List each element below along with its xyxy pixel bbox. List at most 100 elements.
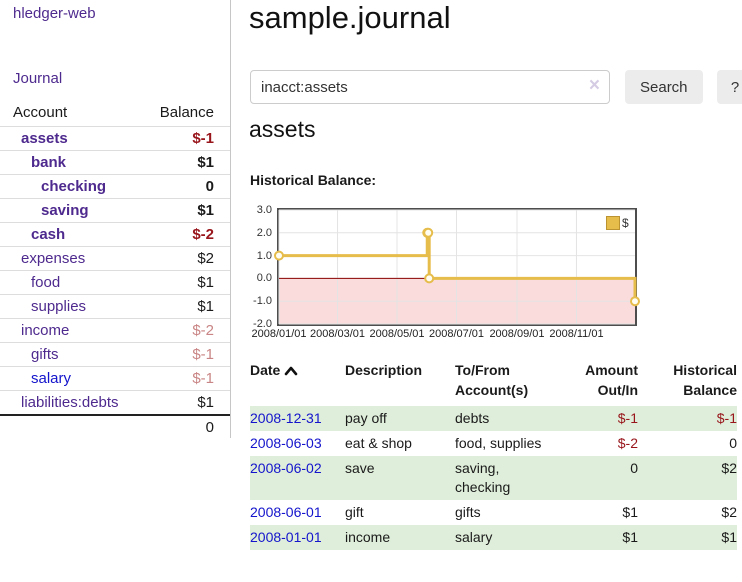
account-row: gifts $-1	[0, 342, 230, 367]
account-row: supplies $1	[0, 294, 230, 319]
chart-legend: $	[606, 216, 629, 230]
transaction-date-cell: 2008-01-01	[250, 525, 345, 550]
register-header-accounts: To/From Account(s)	[455, 362, 529, 398]
sort-ascending-icon	[284, 361, 298, 381]
account-balance: $1	[144, 270, 230, 295]
y-axis-tick-label: 1.0	[256, 249, 272, 262]
account-link[interactable]: liabilities:debts	[21, 394, 119, 411]
account-balance: $1	[144, 150, 230, 175]
account-row: income $-2	[0, 318, 230, 343]
transaction-accounts: salary	[455, 525, 550, 550]
transaction-accounts: saving, checking	[455, 456, 550, 500]
account-row: liabilities:debts $1	[0, 390, 230, 415]
sidebar: hledger-web Journal Account Balance asse…	[0, 0, 231, 439]
account-link[interactable]: food	[31, 274, 61, 291]
register-body: 2008-12-31 pay off debts $-1 $-1 2008-06-03 ea…	[250, 406, 737, 550]
transaction-date-link[interactable]: 2008-06-01	[250, 504, 322, 520]
transaction-date-link[interactable]: 2008-01-01	[250, 529, 322, 545]
transaction-accounts: debts	[455, 406, 550, 431]
account-name-cell: cash	[0, 222, 145, 247]
data-point-marker	[423, 227, 434, 238]
transaction-accounts: food, supplies	[455, 435, 542, 451]
transaction-row: 2008-06-02 save saving, checking 0 $2	[250, 456, 737, 500]
search-form: × Search ?	[250, 70, 742, 104]
account-name-cell: bank	[0, 150, 145, 175]
transaction-date-cell: 2008-06-03	[250, 431, 345, 456]
date-column-label: Date	[250, 362, 281, 378]
transaction-amount: $-2	[617, 435, 638, 451]
transaction-date-link[interactable]: 2008-06-03	[250, 435, 322, 451]
transaction-row: 2008-06-03 eat & shop food, supplies $-2 0	[250, 431, 737, 456]
transaction-row: 2008-06-01 gift gifts $1 $2	[250, 500, 737, 525]
transaction-amount: 0	[550, 456, 638, 500]
x-axis-tick-label: 2008/05/01	[369, 328, 425, 340]
account-row: cash $-2	[0, 222, 230, 247]
account-row: saving $1	[0, 198, 230, 223]
y-axis-tick-label: -2.0	[253, 318, 272, 330]
y-axis-tick-label: 2.0	[256, 226, 272, 239]
account-balance: $-2	[144, 222, 230, 247]
clear-search-icon[interactable]: ×	[588, 75, 600, 96]
accounts-total-spacer	[0, 414, 145, 439]
account-link[interactable]: checking	[41, 178, 107, 195]
transaction-balance: $1	[638, 525, 737, 550]
register-header-date[interactable]: Date	[250, 360, 345, 406]
register-header-balance: Historical Balance	[673, 362, 737, 398]
sidebar-item-journal[interactable]: Journal	[13, 70, 63, 87]
transaction-accounts: gifts	[455, 504, 481, 520]
accounts-header-row: Account Balance	[0, 102, 230, 127]
account-name-cell: expenses	[0, 246, 145, 271]
accounts-body: assets $-1 bank $1 checking 0 saving $1 cash $-2 e…	[0, 126, 230, 415]
register-header-row: Date Description To/From Account(s) Amou…	[250, 360, 737, 406]
register-header-description: Description	[345, 362, 423, 378]
account-link[interactable]: saving	[41, 202, 89, 219]
account-row: assets $-1	[0, 126, 230, 151]
transaction-description: save	[345, 456, 455, 500]
search-input[interactable]	[250, 70, 610, 104]
transaction-balance: 0	[729, 435, 737, 451]
account-link[interactable]: supplies	[31, 298, 87, 315]
y-axis-tick-label: -1.0	[253, 295, 272, 308]
transaction-date-cell: 2008-06-02	[250, 456, 345, 500]
account-balance: $1	[144, 198, 230, 223]
app-title-link[interactable]: hledger-web	[13, 5, 96, 22]
transaction-amount: $1	[550, 525, 638, 550]
account-row: bank $1	[0, 150, 230, 175]
accounts-table: Account Balance assets $-1 bank $1 checking 0…	[0, 102, 230, 439]
accounts-total-balance: 0	[144, 414, 230, 439]
y-axis-tick-label: 3.0	[256, 204, 272, 216]
account-name-cell: assets	[0, 126, 145, 151]
transaction-description: eat & shop	[345, 435, 412, 451]
data-point-marker	[274, 250, 284, 261]
account-balance: $-1	[144, 366, 230, 391]
account-link[interactable]: income	[21, 322, 70, 339]
legend-label: $	[622, 216, 629, 230]
transaction-description: pay off	[345, 406, 455, 431]
search-button[interactable]: Search	[625, 70, 703, 104]
account-link[interactable]: cash	[31, 226, 66, 243]
account-link[interactable]: salary	[31, 370, 72, 387]
transaction-amount: $-1	[550, 406, 638, 431]
x-axis-tick-label: 2008/03/01	[309, 328, 366, 340]
account-name-cell: saving	[0, 198, 145, 223]
account-row: expenses $2	[0, 246, 230, 271]
account-link[interactable]: assets	[21, 130, 68, 147]
chart-plot-area	[274, 208, 640, 326]
account-link[interactable]: bank	[31, 154, 67, 171]
help-button[interactable]: ?	[716, 70, 742, 104]
account-name-cell: checking	[0, 174, 145, 199]
account-balance: 0	[144, 174, 230, 199]
search-box: ×	[250, 70, 610, 104]
transaction-date-link[interactable]: 2008-12-31	[250, 410, 322, 426]
account-name-cell: supplies	[0, 294, 145, 319]
account-link[interactable]: expenses	[21, 250, 86, 267]
transaction-amount: $1	[622, 504, 638, 520]
account-link[interactable]: gifts	[31, 346, 59, 363]
transaction-balance: $2	[638, 456, 737, 500]
account-name-cell: income	[0, 318, 145, 343]
account-name-cell: gifts	[0, 342, 145, 367]
legend-swatch	[606, 216, 620, 230]
transaction-row: 2008-12-31 pay off debts $-1 $-1	[250, 406, 737, 431]
transaction-date-link[interactable]: 2008-06-02	[250, 460, 322, 476]
transaction-row: 2008-01-01 income salary $1 $1	[250, 525, 737, 550]
